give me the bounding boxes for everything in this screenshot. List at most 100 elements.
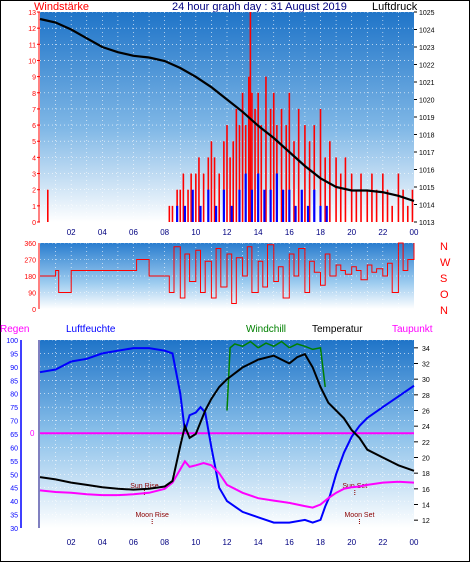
temperature-axis-labels: 12 14 16 18 20 22 24 26 28 30 32 34	[414, 346, 430, 525]
time-tick-label: 22	[378, 538, 387, 547]
humidity-tick-label: 50	[10, 472, 18, 479]
humidity-tick-label: 65	[10, 432, 18, 439]
humidity-line	[39, 347, 415, 524]
sun-moon-label: Moon Set	[344, 512, 374, 519]
temperature-tick-label: 18	[422, 471, 430, 478]
temperature-tick-label: 16	[422, 487, 430, 494]
wind-tick-label: 7	[32, 107, 36, 114]
time-tick-label: 08	[160, 228, 169, 237]
direction-tick-label: 180	[24, 274, 36, 281]
direction-axis-labels: 0 90 180 270 360	[24, 241, 40, 314]
legend: Regen Luftfeuchte Windchill Temperatur Taupu…	[0, 324, 433, 335]
pressure-tick-label: 1020	[419, 98, 435, 105]
legend-item: Luftfeuchte	[66, 324, 116, 335]
time-tick-label: 20	[347, 538, 356, 547]
time-tick-label: 06	[129, 228, 138, 237]
wind-tick-label: 12	[28, 26, 36, 33]
direction-tick-label: 270	[24, 258, 36, 265]
humidity-tick-label: 85	[10, 378, 18, 385]
humidity-tick-label: 45	[10, 486, 18, 493]
panel3-time-labels: 02 04 06 08 10 12 14 16 18 20 22 00	[67, 538, 419, 547]
temperature-tick-label: 30	[422, 377, 430, 384]
legend-item: Temperatur	[312, 324, 363, 335]
legend-item: Regen	[0, 324, 29, 335]
humidity-tick-label: 40	[10, 499, 18, 506]
humidity-tick-label: 30	[10, 526, 18, 533]
humidity-tick-label: 35	[10, 513, 18, 520]
time-tick-label: 12	[223, 228, 232, 237]
time-tick-label: 00	[410, 538, 419, 547]
wind-tick-label: 8	[32, 91, 36, 98]
wind-tick-label: 4	[32, 155, 36, 162]
compass-letter: N	[440, 305, 448, 317]
time-tick-label: 02	[67, 538, 76, 547]
time-tick-label: 20	[347, 228, 356, 237]
sun-moon-label: Moon Rise	[135, 512, 169, 519]
wind-tick-label: 9	[32, 75, 36, 82]
time-tick-label: 16	[285, 538, 294, 547]
humidity-tick-label: 100	[6, 338, 18, 345]
temperature-tick-label: 24	[422, 424, 430, 431]
pressure-tick-label: 1023	[419, 45, 435, 52]
pressure-tick-label: 1022	[419, 63, 435, 70]
temperature-tick-label: 32	[422, 362, 430, 369]
pressure-tick-label: 1018	[419, 133, 435, 140]
wind-direction-line	[40, 242, 415, 304]
compass-letter: O	[440, 289, 449, 301]
time-tick-label: 04	[98, 228, 107, 237]
compass-letter: W	[440, 257, 451, 269]
humidity-tick-label: 75	[10, 405, 18, 412]
pressure-tick-label: 1025	[419, 10, 435, 17]
pressure-line	[39, 17, 415, 203]
pressure-tick-label: 1017	[419, 150, 435, 157]
rain-value-label: 0	[30, 429, 35, 438]
time-tick-label: 14	[254, 228, 263, 237]
time-tick-label: 10	[191, 538, 200, 547]
gust-bars	[176, 173, 328, 222]
time-tick-label: 18	[316, 228, 325, 237]
time-tick-label: 00	[410, 228, 419, 237]
time-tick-label: 02	[67, 228, 76, 237]
pressure-tick-label: 1013	[419, 220, 435, 227]
wind-tick-label: 2	[32, 188, 36, 195]
humidity-tick-label: 80	[10, 392, 18, 399]
compass-letter: N	[440, 241, 448, 253]
wind-tick-label: 10	[28, 58, 36, 65]
time-tick-label: 10	[191, 228, 200, 237]
humidity-tick-label: 60	[10, 445, 18, 452]
pressure-axis-labels: 1013 1014 1015 1016 1017 1018 1019 1020 1021 1022…	[414, 10, 435, 227]
pressure-tick-label: 1021	[419, 80, 435, 87]
time-tick-label: 08	[160, 538, 169, 547]
temperature-tick-label: 14	[422, 503, 430, 510]
wind-tick-label: 1	[32, 204, 36, 211]
pressure-tick-label: 1016	[419, 168, 435, 175]
dewpoint-line	[39, 459, 415, 509]
time-tick-label: 16	[285, 228, 294, 237]
pressure-title: Luftdruck	[372, 1, 418, 13]
temperature-tick-label: 34	[422, 346, 430, 353]
time-tick-label: 22	[378, 228, 387, 237]
humidity-tick-label: 90	[10, 365, 18, 372]
pressure-tick-label: 1024	[419, 28, 435, 35]
wind-tick-label: 5	[32, 139, 36, 146]
humidity-tick-label: 95	[10, 351, 18, 358]
wind-speed-bars	[46, 12, 414, 222]
pressure-tick-label: 1019	[419, 115, 435, 122]
windchill-line	[226, 340, 326, 411]
direction-tick-label: 0	[32, 307, 36, 314]
temperature-tick-label: 28	[422, 393, 430, 400]
time-tick-label: 06	[129, 538, 138, 547]
direction-tick-label: 90	[28, 291, 36, 298]
humidity-tick-label: 70	[10, 419, 18, 426]
time-tick-label: 12	[223, 538, 232, 547]
temperature-grid	[40, 339, 414, 529]
panel1-time-labels: 02 04 06 08 10 12 14 16 18 20 22 00	[67, 228, 419, 237]
temperature-line	[39, 352, 415, 491]
time-tick-label: 14	[254, 538, 263, 547]
wind-tick-label: 6	[32, 123, 36, 130]
compass-letter: S	[440, 273, 447, 285]
wind-strength-title: Windstärke	[34, 1, 89, 13]
